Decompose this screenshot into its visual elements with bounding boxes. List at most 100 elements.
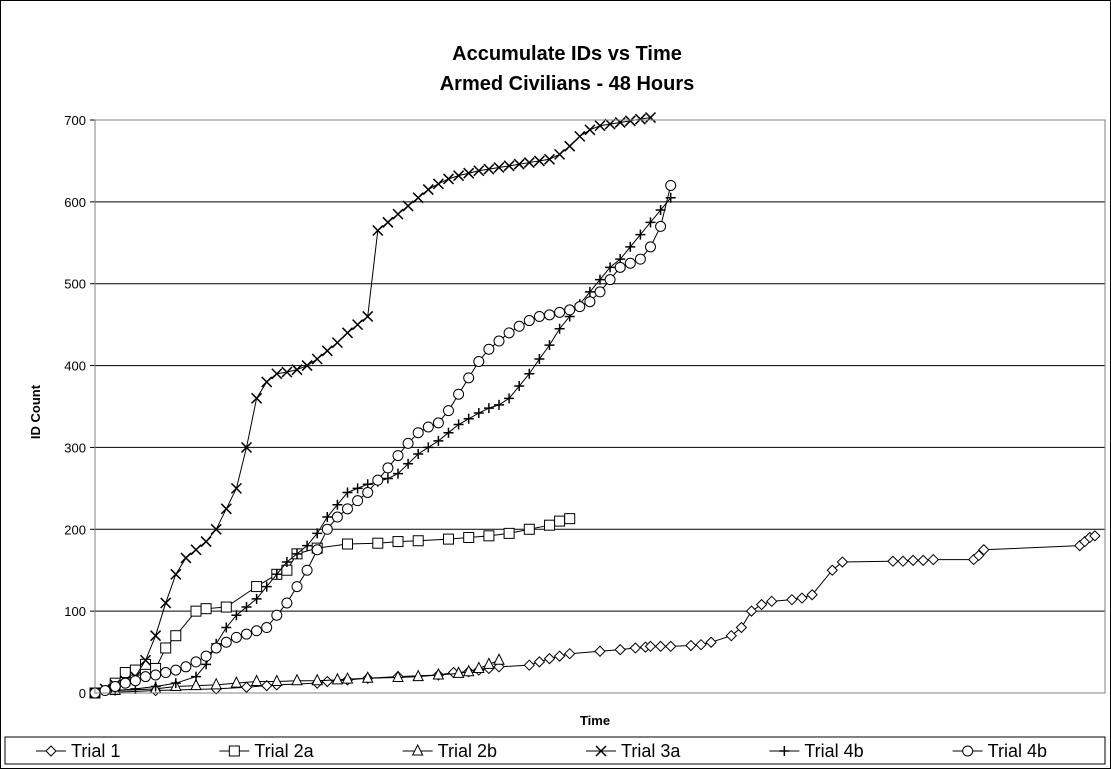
data-point bbox=[230, 631, 242, 643]
data-point bbox=[190, 656, 202, 668]
data-point bbox=[402, 437, 414, 449]
data-point bbox=[119, 667, 131, 679]
data-point bbox=[362, 310, 374, 322]
data-point bbox=[554, 323, 565, 334]
data-point bbox=[372, 474, 384, 486]
data-point bbox=[595, 274, 605, 285]
data-point bbox=[533, 155, 545, 167]
data-point bbox=[352, 495, 364, 507]
data-point bbox=[493, 335, 505, 347]
data-point bbox=[463, 531, 475, 543]
data-point bbox=[483, 343, 495, 355]
data-point bbox=[594, 286, 606, 298]
data-point bbox=[301, 564, 313, 576]
legend-marker bbox=[779, 746, 790, 756]
y-tick-label: 300 bbox=[64, 440, 86, 455]
legend-item: Trial 2a bbox=[219, 741, 315, 761]
data-point bbox=[533, 310, 545, 322]
data-point bbox=[472, 661, 485, 673]
series-4 bbox=[89, 112, 657, 699]
data-point bbox=[513, 320, 525, 332]
data-point bbox=[322, 512, 333, 523]
data-point bbox=[433, 435, 444, 446]
data-point bbox=[301, 360, 313, 372]
data-point bbox=[513, 158, 525, 170]
data-point bbox=[564, 304, 576, 316]
legend-label: Trial 4b bbox=[988, 741, 1047, 761]
data-point bbox=[392, 670, 404, 682]
data-point bbox=[210, 677, 223, 690]
data-point bbox=[443, 427, 454, 438]
legend-label: Trial 1 bbox=[71, 741, 120, 761]
data-point bbox=[655, 205, 666, 216]
series-line bbox=[94, 197, 672, 694]
data-point bbox=[180, 552, 192, 564]
data-point bbox=[361, 671, 374, 683]
data-point bbox=[412, 669, 425, 682]
data-point bbox=[119, 677, 131, 689]
data-point bbox=[796, 592, 808, 604]
series-1 bbox=[89, 530, 1101, 699]
data-point bbox=[392, 450, 404, 462]
y-axis-ticks: 0 100 200 300 400 500 600 700 bbox=[64, 113, 95, 701]
data-point bbox=[412, 535, 424, 547]
data-point bbox=[382, 462, 394, 474]
data-point bbox=[483, 657, 495, 669]
data-point bbox=[503, 527, 515, 539]
data-point bbox=[523, 659, 536, 671]
data-point bbox=[331, 511, 343, 523]
data-point bbox=[311, 673, 324, 686]
data-point bbox=[129, 675, 141, 687]
y-tick-label: 600 bbox=[64, 195, 86, 210]
data-point bbox=[271, 569, 282, 580]
data-point bbox=[311, 544, 323, 556]
data-point bbox=[342, 487, 353, 498]
data-point bbox=[634, 253, 646, 265]
data-point bbox=[291, 364, 303, 376]
data-point bbox=[654, 640, 667, 653]
data-point bbox=[251, 392, 263, 404]
data-point bbox=[443, 533, 454, 545]
data-point bbox=[705, 636, 717, 648]
data-point bbox=[725, 629, 738, 642]
data-point bbox=[917, 554, 929, 567]
legend-marker bbox=[228, 745, 240, 757]
data-point bbox=[574, 301, 586, 313]
data-point bbox=[382, 216, 394, 228]
data-point bbox=[372, 224, 384, 237]
data-point bbox=[170, 664, 182, 676]
data-point bbox=[483, 403, 494, 414]
data-point bbox=[331, 672, 344, 685]
legend-item: Trial 2b bbox=[402, 741, 497, 761]
data-point bbox=[806, 589, 818, 601]
legend-marker bbox=[45, 745, 57, 757]
series-6 bbox=[89, 179, 677, 699]
y-tick-label: 700 bbox=[64, 113, 86, 128]
data-point bbox=[645, 217, 656, 228]
data-point bbox=[210, 642, 222, 654]
data-point bbox=[523, 523, 535, 535]
data-point bbox=[150, 630, 162, 642]
data-point bbox=[393, 468, 403, 479]
data-point bbox=[473, 355, 485, 367]
data-point bbox=[261, 376, 273, 388]
data-point bbox=[271, 368, 283, 380]
data-point bbox=[604, 274, 616, 286]
data-point bbox=[270, 674, 283, 687]
data-point bbox=[462, 664, 475, 677]
data-point bbox=[321, 675, 334, 688]
data-point bbox=[392, 536, 404, 548]
data-point bbox=[524, 368, 535, 379]
data-point bbox=[544, 519, 555, 531]
data-point bbox=[836, 556, 849, 568]
data-point bbox=[503, 327, 515, 339]
data-point bbox=[413, 448, 424, 459]
data-point bbox=[321, 345, 333, 357]
data-point bbox=[402, 200, 414, 212]
data-point bbox=[150, 669, 162, 681]
data-point bbox=[220, 636, 232, 648]
plot-area-border bbox=[94, 119, 1106, 694]
data-point bbox=[160, 667, 172, 679]
data-point bbox=[584, 296, 596, 308]
data-point bbox=[251, 581, 263, 593]
